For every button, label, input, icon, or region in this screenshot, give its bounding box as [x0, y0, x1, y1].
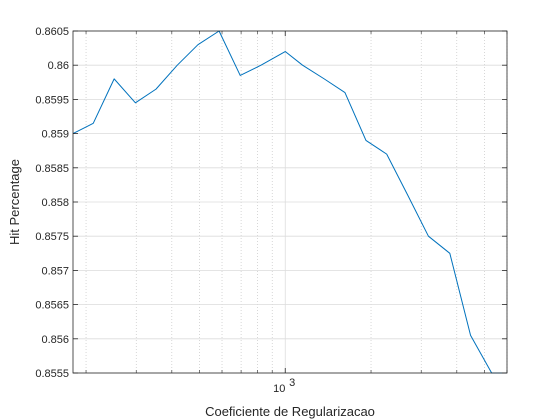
- y-tick-label: 0.8555: [35, 368, 69, 380]
- x-axis-label: Coeficiente de Regularizacao: [205, 404, 375, 419]
- x-tick-labels: 10 3: [273, 377, 295, 395]
- series-layer: [72, 30, 507, 374]
- x-tick-exponent: 3: [289, 377, 295, 389]
- y-tick-label: 0.8585: [35, 163, 69, 175]
- y-tick-label: 0.8575: [35, 231, 69, 243]
- y-tick-label: 0.8605: [35, 26, 69, 38]
- y-tick-label: 0.8565: [35, 300, 69, 312]
- tick-marks: [73, 30, 508, 374]
- y-tick-label: 0.858: [41, 197, 69, 209]
- x-tick-label: 10: [273, 383, 285, 395]
- y-tick-labels: 0.8555 0.856 0.8565 0.857 0.8575 0.858 0.8585 0…: [35, 26, 69, 380]
- series-line: [72, 30, 507, 374]
- y-tick-label: 0.8595: [35, 94, 69, 106]
- y-tick-label: 0.86: [48, 60, 69, 72]
- y-tick-label: 0.859: [41, 129, 69, 141]
- y-tick-label: 0.857: [41, 265, 69, 277]
- y-tick-label: 0.856: [41, 334, 69, 346]
- y-axis-label: Hit Percentage: [7, 159, 22, 245]
